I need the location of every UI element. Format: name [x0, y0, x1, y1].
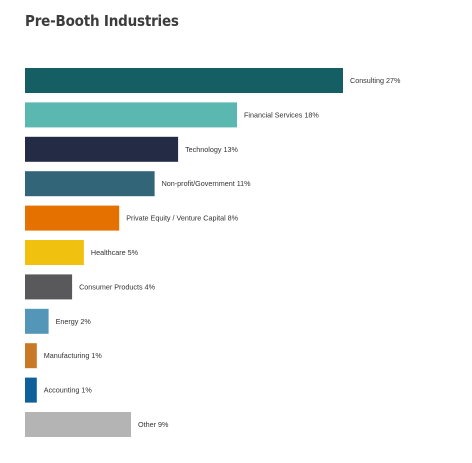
- bar-accounting: [25, 377, 37, 403]
- data-label: Accounting 1%: [44, 386, 93, 395]
- bars-group: [25, 68, 343, 437]
- bar-other: [25, 412, 131, 437]
- data-label: Private Equity / Venture Capital 8%: [126, 214, 238, 223]
- bar-energy: [25, 308, 49, 334]
- data-label: Manufacturing 1%: [44, 351, 103, 360]
- bar-manufacturing: [25, 343, 37, 369]
- bar-non-profit-government: [25, 171, 155, 197]
- data-label: Technology 13%: [185, 145, 238, 154]
- data-label: Financial Services 18%: [244, 110, 319, 119]
- bar-healthcare: [25, 240, 84, 265]
- data-label: Other 9%: [138, 420, 169, 429]
- bar-consulting: [25, 68, 343, 93]
- bar-technology: [25, 136, 179, 162]
- bar-financial-services: [25, 102, 237, 128]
- bar-private-equity-venture-capital: [25, 205, 120, 231]
- chart-title: Pre-Booth Industries: [25, 12, 179, 30]
- data-label: Consumer Products 4%: [79, 282, 156, 291]
- bar-consumer-products: [25, 274, 73, 300]
- data-label: Energy 2%: [56, 317, 92, 326]
- data-label: Consulting 27%: [350, 76, 401, 85]
- data-labels-group: Consulting 27% Financial Services 18% Tech…: [44, 76, 401, 429]
- data-label: Non-profit/Government 11%: [162, 179, 252, 188]
- data-label: Healthcare 5%: [91, 248, 139, 257]
